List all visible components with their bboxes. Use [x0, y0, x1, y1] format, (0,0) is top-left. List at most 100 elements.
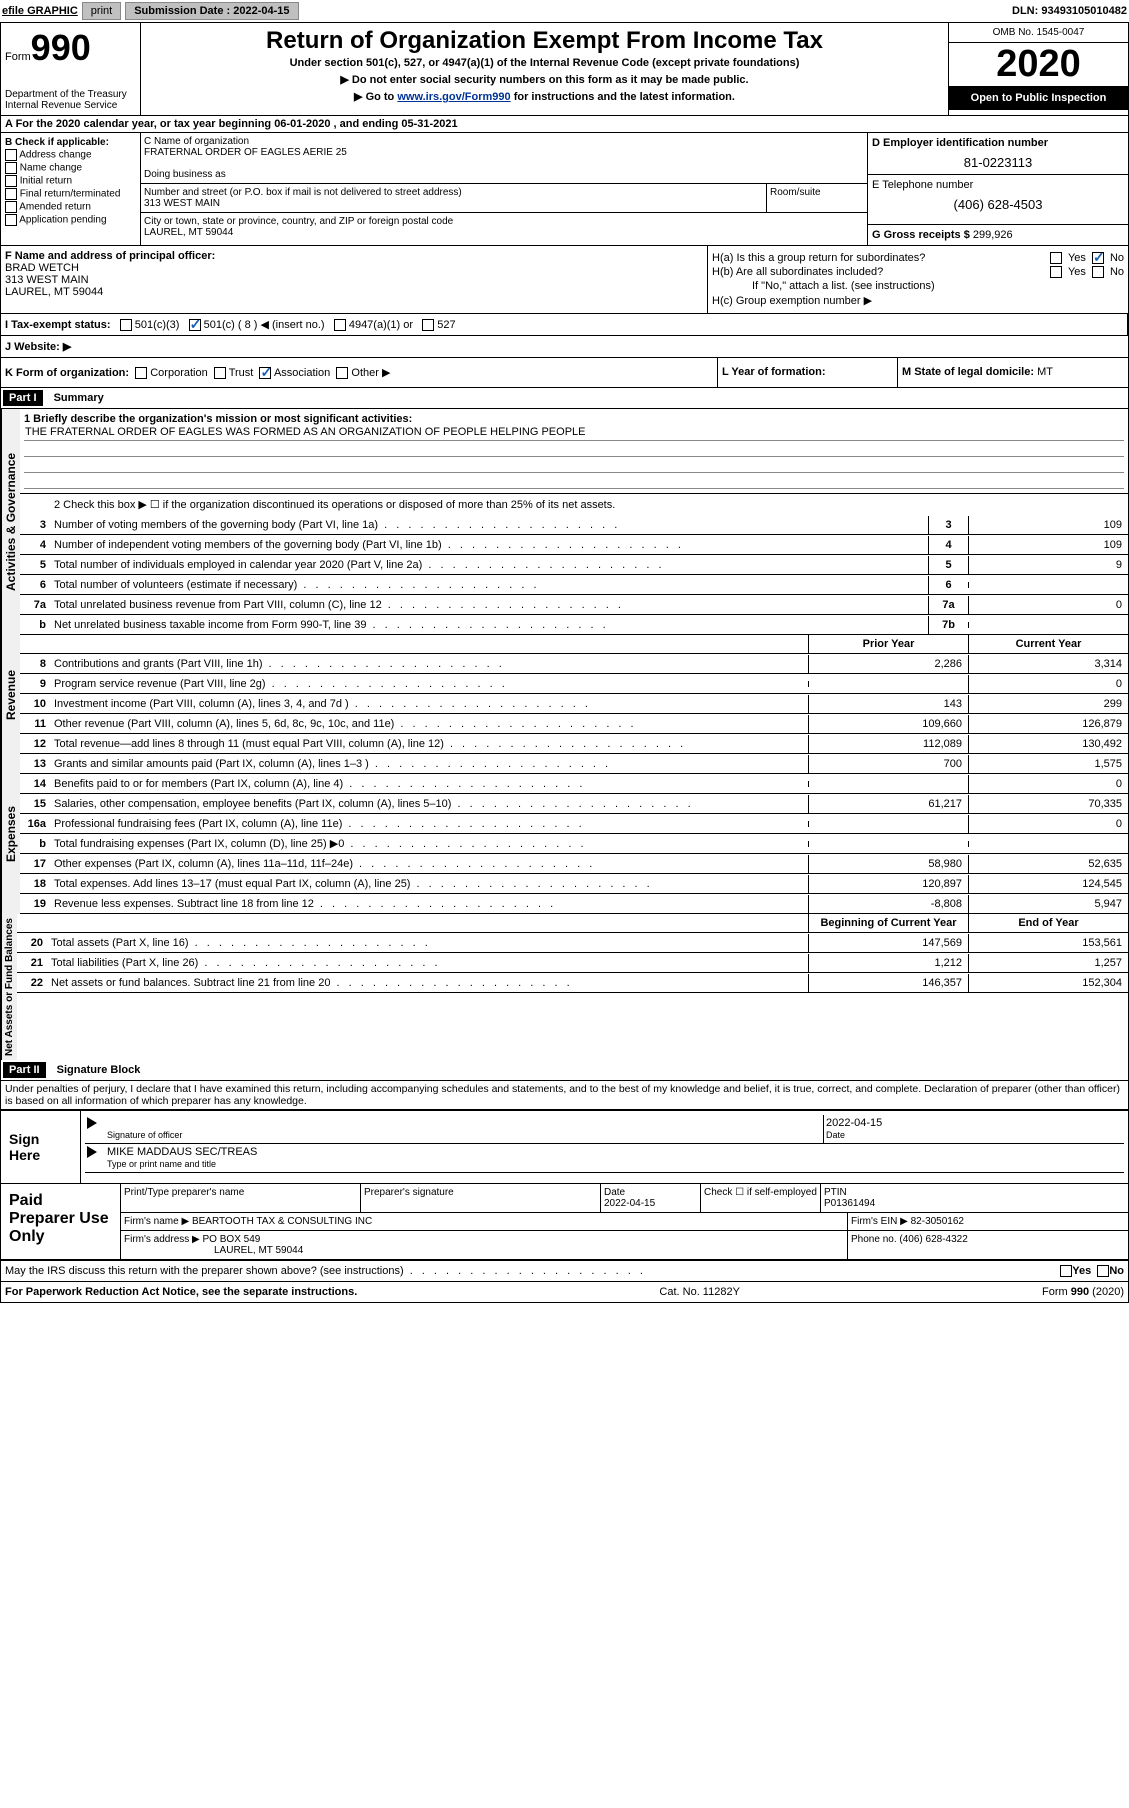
section-b-label: B Check if applicable: [5, 137, 109, 148]
table-row: 22 Net assets or fund balances. Subtract… [17, 973, 1128, 993]
org-name-label: C Name of organization [144, 136, 864, 147]
section-l: L Year of formation: [718, 358, 898, 387]
h-b-note: If "No," attach a list. (see instruction… [712, 280, 1124, 292]
chk-final-return: Final return/terminated [5, 188, 136, 200]
phone-value: (406) 628-4503 [872, 197, 1124, 212]
sig-date: 2022-04-15 [826, 1117, 882, 1129]
street-box: Number and street (or P.O. box if mail i… [141, 184, 767, 213]
arrow-icon [87, 1117, 97, 1129]
revenue-header: Prior Year Current Year [20, 635, 1128, 654]
h-b: H(b) Are all subordinates included? Yes … [712, 266, 1124, 278]
table-row: 12 Total revenue—add lines 8 through 11 … [20, 734, 1128, 754]
table-row: 20 Total assets (Part X, line 16) 147,56… [17, 933, 1128, 953]
form-990: Form990 Department of the Treasury Inter… [0, 22, 1129, 1303]
org-name-value: FRATERNAL ORDER OF EAGLES AERIE 25 [144, 147, 864, 158]
footer-left: For Paperwork Reduction Act Notice, see … [5, 1286, 357, 1298]
ptin: PTINP01361494 [821, 1184, 1128, 1212]
section-b: B Check if applicable: Address change Na… [1, 133, 141, 245]
table-row: 7a Total unrelated business revenue from… [20, 595, 1128, 615]
form-header: Form990 Department of the Treasury Inter… [1, 23, 1128, 116]
instruction-2: ▶ Go to www.irs.gov/Form990 for instruct… [145, 90, 944, 103]
tax-year: 2020 [949, 43, 1128, 86]
table-row: 16a Professional fundraising fees (Part … [20, 814, 1128, 834]
section-i: I Tax-exempt status: 501(c)(3) 501(c) ( … [1, 314, 1128, 336]
section-c: C Name of organization FRATERNAL ORDER O… [141, 133, 868, 245]
efile-link[interactable]: efile GRAPHIC [2, 5, 78, 17]
officer-name: BRAD WETCH [5, 262, 79, 274]
line1-label: 1 Briefly describe the organization's mi… [24, 413, 412, 425]
vert-netassets: Net Assets or Fund Balances [1, 914, 17, 1060]
sig-officer-label: Signature of officer [107, 1130, 182, 1140]
table-row: 14 Benefits paid to or for members (Part… [20, 774, 1128, 794]
part2-header: Part II Signature Block [1, 1060, 1128, 1081]
chk-amended: Amended return [5, 201, 136, 213]
table-row: b Total fundraising expenses (Part IX, c… [20, 834, 1128, 854]
topbar: efile GRAPHIC print Submission Date : 20… [0, 0, 1129, 22]
sign-here-section: Sign Here Signature of officer 2022-04-1… [1, 1109, 1128, 1184]
officer-name-typed: MIKE MADDAUS SEC/TREAS [107, 1146, 257, 1158]
netassets-header: Beginning of Current Year End of Year [17, 914, 1128, 933]
phone-box: E Telephone number (406) 628-4503 [868, 175, 1128, 225]
part1-header: Part I Summary [1, 388, 1128, 409]
print-name-label: Print/Type preparer's name [121, 1184, 361, 1212]
chk-initial-return: Initial return [5, 175, 136, 187]
firm-name: Firm's name ▶ BEARTOOTH TAX & CONSULTING… [121, 1213, 848, 1230]
paid-preparer-section: Paid Preparer Use Only Print/Type prepar… [1, 1184, 1128, 1261]
preparer-sig-label: Preparer's signature [361, 1184, 601, 1212]
vert-revenue: Revenue [1, 635, 20, 754]
table-row: 5 Total number of individuals employed i… [20, 555, 1128, 575]
firm-ein: Firm's EIN ▶ 82-3050162 [848, 1213, 1128, 1230]
suite-box: Room/suite [767, 184, 867, 213]
vert-expenses: Expenses [1, 754, 20, 914]
sign-here-label: Sign Here [1, 1111, 81, 1183]
table-row: 4 Number of independent voting members o… [20, 535, 1128, 555]
mission-text: THE FRATERNAL ORDER OF EAGLES WAS FORMED… [24, 425, 1124, 441]
line2: 2 Check this box ▶ ☐ if the organization… [20, 494, 1128, 515]
chk-pending: Application pending [5, 214, 136, 226]
form-subtitle: Under section 501(c), 527, or 4947(a)(1)… [145, 57, 944, 69]
irs-link[interactable]: www.irs.gov/Form990 [397, 91, 510, 103]
table-row: 19 Revenue less expenses. Subtract line … [20, 894, 1128, 914]
footer-mid: Cat. No. 11282Y [659, 1286, 740, 1298]
firm-phone: Phone no. (406) 628-4322 [848, 1231, 1128, 1259]
officer-street: 313 WEST MAIN [5, 274, 89, 286]
footer-right: Form 990 (2020) [1042, 1286, 1124, 1298]
part1-netassets: Net Assets or Fund Balances Beginning of… [1, 914, 1128, 1060]
section-k: K Form of organization: Corporation Trus… [1, 358, 718, 387]
gross-receipts: G Gross receipts $ 299,926 [868, 225, 1128, 245]
h-a: H(a) Is this a group return for subordin… [712, 252, 1124, 264]
address-row: Number and street (or P.O. box if mail i… [141, 184, 867, 213]
page-footer: For Paperwork Reduction Act Notice, see … [1, 1282, 1128, 1302]
dln-label: DLN: 93493105010482 [1012, 5, 1127, 17]
section-m: M State of legal domicile: MT [898, 358, 1128, 387]
declaration-text: Under penalties of perjury, I declare th… [1, 1081, 1128, 1109]
part1-expenses: Expenses 13 Grants and similar amounts p… [1, 754, 1128, 914]
section-f: F Name and address of principal officer:… [1, 246, 708, 313]
paid-preparer-label: Paid Preparer Use Only [1, 1184, 121, 1259]
header-right: OMB No. 1545-0047 2020 Open to Public In… [948, 23, 1128, 115]
submission-date-label: Submission Date : 2022-04-15 [125, 2, 298, 20]
section-de: D Employer identification number 81-0223… [868, 133, 1128, 245]
preparer-date: Date2022-04-15 [601, 1184, 701, 1212]
table-row: b Net unrelated business taxable income … [20, 615, 1128, 635]
self-employed-check: Check ☐ if self-employed [701, 1184, 821, 1212]
table-row: 18 Total expenses. Add lines 13–17 (must… [20, 874, 1128, 894]
section-h: H(a) Is this a group return for subordin… [708, 246, 1128, 313]
table-row: 10 Investment income (Part VIII, column … [20, 694, 1128, 714]
section-fh: F Name and address of principal officer:… [1, 246, 1128, 314]
vert-governance: Activities & Governance [1, 409, 20, 635]
city-value: LAUREL, MT 59044 [144, 227, 864, 238]
arrow-icon [87, 1146, 97, 1158]
tax-exempt-status: I Tax-exempt status: 501(c)(3) 501(c) ( … [1, 314, 1128, 335]
inspection-notice: Open to Public Inspection [949, 86, 1128, 110]
part1-governance: Activities & Governance 1 Briefly descri… [1, 409, 1128, 635]
table-row: 11 Other revenue (Part VIII, column (A),… [20, 714, 1128, 734]
street-value: 313 WEST MAIN [144, 198, 763, 209]
city-box: City or town, state or province, country… [141, 213, 867, 241]
table-row: 21 Total liabilities (Part X, line 26) 1… [17, 953, 1128, 973]
section-j-website: J Website: ▶ [1, 336, 1128, 358]
section-klm: K Form of organization: Corporation Trus… [1, 358, 1128, 388]
print-button[interactable]: print [82, 2, 121, 20]
instruction-1: ▶ Do not enter social security numbers o… [145, 73, 944, 86]
table-row: 3 Number of voting members of the govern… [20, 515, 1128, 535]
